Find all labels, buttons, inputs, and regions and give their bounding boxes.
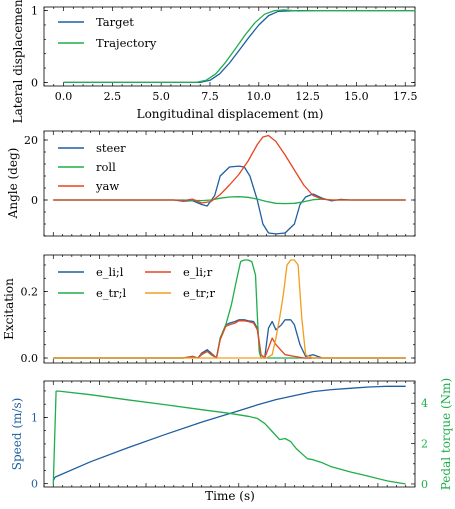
legend-label-steer: steer [96,141,126,155]
y-tick-label: 0.0 [21,352,39,365]
y2-tick-label: 4 [421,397,428,410]
series-line-target [63,9,415,84]
x-axis-label: Longitudinal displacement (m) [137,107,324,121]
legend-label-trajectory: Trajectory [96,36,157,50]
y-tick-label: 0.2 [21,286,39,299]
legend-label-e-li-l: e_li;l [96,265,124,279]
series-line-e-li-r [53,320,406,359]
series-line-yaw [53,134,406,204]
legend-label-yaw: yaw [95,179,119,193]
panel-angles: Angle (deg) 0 20 steer roll yaw [6,130,416,237]
legend-label-e-tr-r: e_tr;r [183,286,216,300]
y-tick-label: 20 [24,134,38,147]
y-tick-label: 0 [31,76,38,89]
tick-group: 0 20 [24,131,416,237]
y-tick-label: 1 [31,411,38,424]
legend: Target Trajectory [58,15,157,50]
series-line-trajectory [63,9,415,84]
y-axis-label: Lateral displacement [11,0,25,123]
tick-group: 0 1 0 2 4 [31,381,428,491]
x-tick-label: 5.0 [152,90,170,103]
series-group [63,9,415,84]
panel-excitation: Excitation 0.0 0.2 e_li;l e_tr;l e_li;r e… [2,254,416,365]
y-axis-label: Angle (deg) [6,148,20,220]
plot-frame [43,380,416,488]
y-tick-label: 0 [31,194,38,207]
x-tick-label: 15.0 [344,90,369,103]
x-tick-label: 17.5 [393,90,418,103]
y-axis-label-speed: Speed (m/s) [10,398,24,471]
series-line-pedal-torque [52,390,406,485]
y-axis-label: Excitation [2,278,16,340]
tick-group: 0.0 0.2 [21,255,416,365]
legend: steer roll yaw [58,141,126,193]
x-tick-label: 0.0 [55,90,73,103]
series-line-roll [53,196,406,205]
legend-label-e-tr-l: e_tr;l [96,286,127,300]
tick-group: 0.0 2.5 5.0 7.5 10.0 12.5 15.0 17.5 0 1 [31,5,417,103]
x-tick-label: 7.5 [201,90,219,103]
x-axis-label: Time (s) [205,489,255,503]
legend: e_li;l e_tr;l e_li;r e_tr;r [58,265,216,300]
legend-label-target: Target [96,15,134,29]
series-group [53,259,406,359]
panel-speed-torque: Speed (m/s) Pedal torque (Nm) Time (s) 0… [10,378,453,503]
series-group [53,134,406,235]
y-tick-label: 1 [31,5,38,18]
legend-label-e-li-r: e_li;r [183,265,213,279]
y-tick-label: 0 [31,478,38,491]
y2-tick-label: 2 [421,438,428,451]
y2-tick-label: 0 [421,478,428,491]
x-tick-label: 2.5 [104,90,122,103]
series-line-steer [53,165,406,235]
legend-label-roll: roll [96,160,116,174]
series-line-speed [52,385,406,481]
panel-trajectory: Lateral displacement Longitudinal displa… [11,0,417,123]
y2-axis-label-torque: Pedal torque (Nm) [439,378,453,490]
series-group [52,385,406,485]
series-line-e-tr-r [53,259,406,359]
x-tick-label: 10.0 [247,90,272,103]
x-tick-label: 12.5 [295,90,320,103]
series-line-e-li-l [53,319,406,359]
